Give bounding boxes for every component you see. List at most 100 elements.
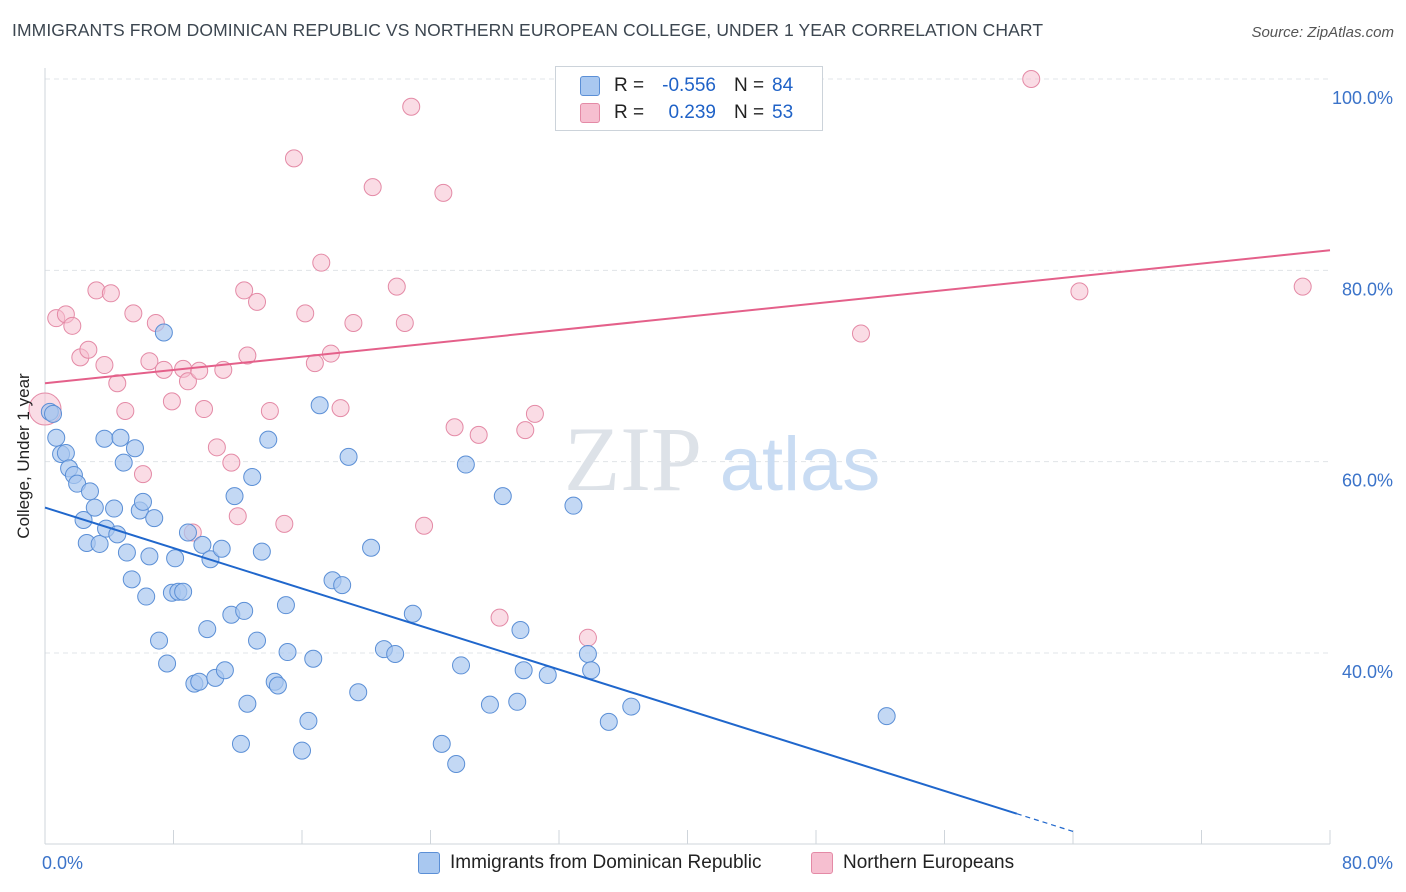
dominican-point (349, 683, 368, 702)
dominican-point (225, 487, 244, 506)
dominican-point (137, 587, 156, 606)
northern-europeans-point (124, 304, 143, 323)
northern-europeans-point (108, 374, 127, 393)
dominican-point (158, 654, 177, 673)
northern-europeans-point (516, 421, 535, 440)
dominican-point (133, 492, 152, 511)
x-tick-label: 80.0% (1342, 853, 1393, 873)
northern-europeans-point (445, 418, 464, 437)
dominican-point (252, 542, 271, 561)
dominican-point (114, 453, 133, 472)
dominican-trend-extension (1016, 813, 1074, 833)
dominican-point (150, 631, 169, 650)
northern-europeans-point (235, 281, 254, 300)
dominican-point (452, 656, 471, 675)
northern-europeans-point (101, 284, 120, 303)
northern-europeans-point (116, 401, 135, 420)
legend-label-dominican: Immigrants from Dominican Republic (450, 852, 762, 873)
northern-europeans-point (395, 313, 414, 332)
dominican-point (582, 661, 601, 680)
dominican-point (386, 644, 405, 663)
y-axis-label: College, Under 1 year (14, 373, 33, 539)
dominican-point (276, 596, 295, 615)
dominican-point (90, 534, 109, 553)
northern-europeans-point (190, 361, 209, 380)
northern-europeans-point (312, 253, 331, 272)
northern-europeans-point (79, 340, 98, 359)
northern-europeans-point (490, 608, 509, 627)
dominican-point (493, 487, 512, 506)
x-tick-label: 0.0% (42, 853, 83, 873)
northern-europeans-point (260, 401, 279, 420)
northern-europeans-point (95, 356, 114, 375)
dominican-point (333, 576, 352, 595)
dominican-point (154, 323, 173, 342)
dominican-point (514, 661, 533, 680)
dominican-point (299, 711, 318, 730)
legend-item-northern: Northern Europeans (811, 852, 1014, 874)
northern-europeans-point (1022, 70, 1041, 88)
dominican-point (44, 404, 63, 423)
dominican-point (511, 621, 530, 640)
watermark-atlas: atlas (720, 422, 881, 507)
dominican-point (293, 741, 311, 760)
y-tick-label: 100.0% (1332, 88, 1393, 108)
northern-europeans-point (195, 400, 214, 419)
trend-lines (44, 249, 1331, 833)
northern-europeans-point (207, 438, 226, 457)
source-label: Source: ZipAtlas.com (1251, 24, 1394, 41)
dominican-point (212, 539, 231, 558)
dominican-point (140, 547, 159, 566)
legend-n-value: 53 (772, 102, 794, 123)
series-legend: Immigrants from Dominican Republic North… (0, 852, 1406, 878)
legend-r-value: 0.239 (668, 102, 716, 123)
grid-lines (45, 78, 1330, 654)
dominican-point (622, 697, 641, 716)
y-tick-label: 60.0% (1342, 471, 1393, 491)
northern-europeans-point (228, 507, 247, 526)
watermark-zip: ZIP (564, 408, 702, 510)
dominican-point (111, 428, 130, 447)
northern-europeans-points (28, 70, 1312, 647)
dominican-point (310, 396, 329, 415)
legend-swatch-pink (811, 852, 833, 874)
dominican-point (278, 643, 297, 662)
dominican-point (508, 692, 527, 711)
legend-row-dominican: R = -0.556 N = 84 (580, 74, 793, 98)
northern-europeans-point (525, 404, 544, 423)
dominican-point (877, 707, 896, 726)
legend-n-value: 84 (772, 75, 794, 96)
northern-europeans-point (469, 425, 488, 444)
dominican-point (198, 620, 217, 639)
northern-europeans-point (434, 183, 453, 202)
northern-europeans-point (140, 352, 159, 371)
dominican-point (56, 444, 75, 463)
tick-labels: 40.0% 60.0% 80.0% 100.0% 0.0% 80.0% (42, 88, 1393, 873)
northern-europeans-point (284, 149, 303, 168)
dominican-trend-line (44, 506, 1018, 815)
northern-europeans-point (331, 399, 350, 418)
northern-europeans-point (275, 514, 294, 533)
dominican-point (125, 439, 144, 458)
northern-europeans-point (296, 304, 315, 323)
legend-swatch-pink (580, 103, 600, 123)
northern-europeans-point (133, 465, 152, 484)
northern-europeans-point (363, 178, 382, 197)
dominican-point (238, 694, 257, 713)
legend-item-dominican: Immigrants from Dominican Republic (418, 852, 762, 874)
dominican-point (178, 523, 197, 542)
dominican-point (108, 525, 127, 544)
dominican-point (259, 430, 278, 449)
dominican-point (145, 509, 164, 528)
northern-europeans-point (1070, 282, 1089, 301)
northern-europeans-point (387, 277, 406, 296)
dominican-point (215, 661, 234, 680)
legend-r-value: -0.556 (662, 75, 716, 96)
dominican-points (40, 323, 896, 773)
legend-label-northern: Northern Europeans (843, 852, 1015, 873)
dominican-point (174, 582, 193, 601)
dominican-point (235, 601, 254, 620)
dominican-point (564, 496, 583, 515)
legend-swatch-blue (580, 76, 600, 96)
correlation-legend: R = -0.556 N = 84 R = 0.239 N = 53 (555, 66, 823, 131)
